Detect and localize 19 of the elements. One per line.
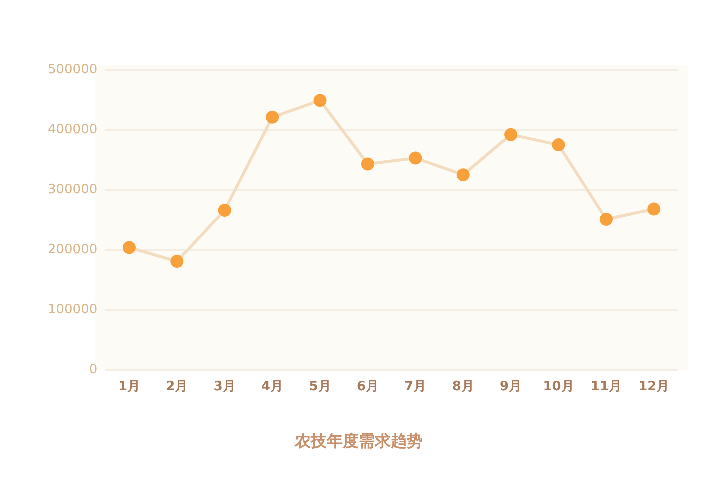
y-tick-label: 500000: [48, 62, 98, 78]
y-tick-label: 0: [89, 362, 98, 378]
x-tick-label: 5月: [309, 379, 332, 394]
y-tick-label: 200000: [48, 242, 98, 258]
x-tick-label: 1月: [118, 379, 140, 394]
text: 农技年度需求趋势: [294, 432, 423, 451]
x-tick-label: 12月: [638, 379, 670, 394]
y-tick-label: 400000: [48, 122, 98, 138]
y-tick-label: 300000: [48, 182, 98, 198]
x-tick-label: 6月: [356, 379, 379, 394]
x-tick-label: 9月: [500, 379, 522, 394]
x-tick-label: 3月: [214, 379, 236, 394]
x-tick-label: 10月: [543, 379, 574, 394]
x-tick-label: 7月: [404, 379, 427, 394]
x-tick-label: 4月: [262, 379, 284, 394]
x-tick-label: 8月: [452, 379, 474, 394]
x-tick-label: 2月: [166, 379, 188, 394]
y-tick-label: 100000: [48, 302, 98, 318]
x-tick-label: 11月: [590, 379, 622, 394]
